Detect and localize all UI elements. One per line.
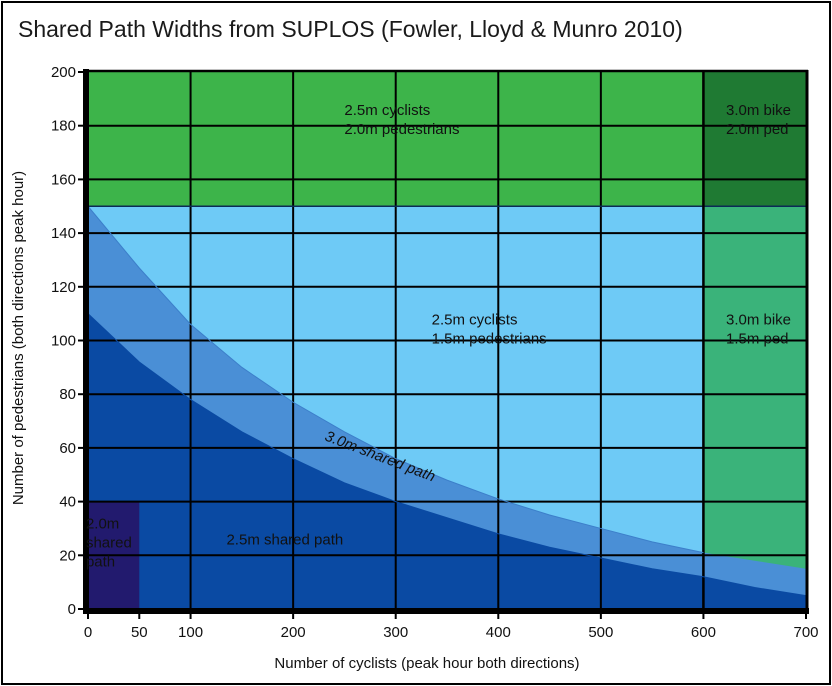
- region-label-r_navy: 2.0m shared path: [86, 515, 132, 570]
- region-label-line: 2.0m ped: [726, 121, 789, 138]
- y-axis-line: [83, 69, 89, 614]
- region-label-r_lightblue: 2.5m cyclists 1.5m pedestrians: [432, 311, 547, 347]
- region-label-line: 1.5m ped: [726, 330, 789, 347]
- region-label-r_dark: 2.5m shared path: [226, 532, 343, 549]
- y-tick-label: 160: [51, 171, 76, 188]
- region-label-line: shared: [86, 534, 132, 551]
- x-tick-label: 300: [383, 624, 408, 641]
- y-tick-label: 20: [59, 547, 76, 564]
- x-tick-label: 200: [281, 624, 306, 641]
- x-axis-title: Number of cyclists (peak hour both direc…: [274, 655, 579, 672]
- y-tick-label: 200: [51, 64, 76, 81]
- y-tick-label: 0: [68, 601, 76, 618]
- y-tick-label: 40: [59, 494, 76, 511]
- region-label-line: 3.0m bike: [726, 102, 791, 119]
- region-label-line: 2.0m: [86, 515, 119, 532]
- ticks-layer: 0 20 40 60 80 100 120 140 160 180 200 0 50 100 200 300 4…: [51, 64, 819, 641]
- y-tick-label: 120: [51, 279, 76, 296]
- region-label-line: 2.5m shared path: [226, 532, 343, 549]
- regions-layer: [88, 72, 806, 610]
- grid-layer: [87, 72, 807, 609]
- y-axis-title: Number of pedestrians (both directions p…: [10, 171, 27, 505]
- region-teal: [703, 206, 806, 610]
- region-label-r_green: 2.5m cyclists 2.0m pedestrians: [344, 102, 459, 138]
- y-tick-label: 180: [51, 118, 76, 135]
- y-tick-label: 100: [51, 333, 76, 350]
- x-tick-label: 600: [691, 624, 716, 641]
- region-label-line: 3.0m bike: [726, 311, 791, 328]
- region-label-line: 2.5m cyclists: [344, 102, 430, 119]
- y-tick-label: 140: [51, 225, 76, 242]
- x-tick-label: 100: [178, 624, 203, 641]
- region-2-5m-shared: [88, 313, 806, 609]
- x-tick-label: 50: [131, 624, 148, 641]
- axes-layer: [83, 69, 809, 614]
- chart-title: Shared Path Widths from SUPLOS (Fowler, …: [18, 16, 683, 42]
- x-tick-label: 400: [486, 624, 511, 641]
- curve-3-0m: [87, 205, 704, 554]
- region-label-r_darkgreen: 3.0m bike 2.0m ped: [726, 102, 791, 138]
- region-label-line: 1.5m pedestrians: [432, 330, 547, 347]
- x-axis-line: [83, 608, 809, 614]
- y-tick-label: 60: [59, 440, 76, 457]
- region-label-line: 2.5m cyclists: [432, 311, 518, 328]
- y-tick-label: 80: [59, 386, 76, 403]
- region-darkgreen: [703, 72, 806, 207]
- x-tick-label: 500: [588, 624, 613, 641]
- x-tick-label: 0: [84, 624, 92, 641]
- x-tick-label: 700: [793, 624, 818, 641]
- region-label-r_teal: 3.0m bike 1.5m ped: [726, 311, 791, 347]
- region-label-line: path: [86, 553, 115, 570]
- region-label-line: 2.0m pedestrians: [344, 121, 459, 138]
- curve-2-5m: [87, 313, 807, 597]
